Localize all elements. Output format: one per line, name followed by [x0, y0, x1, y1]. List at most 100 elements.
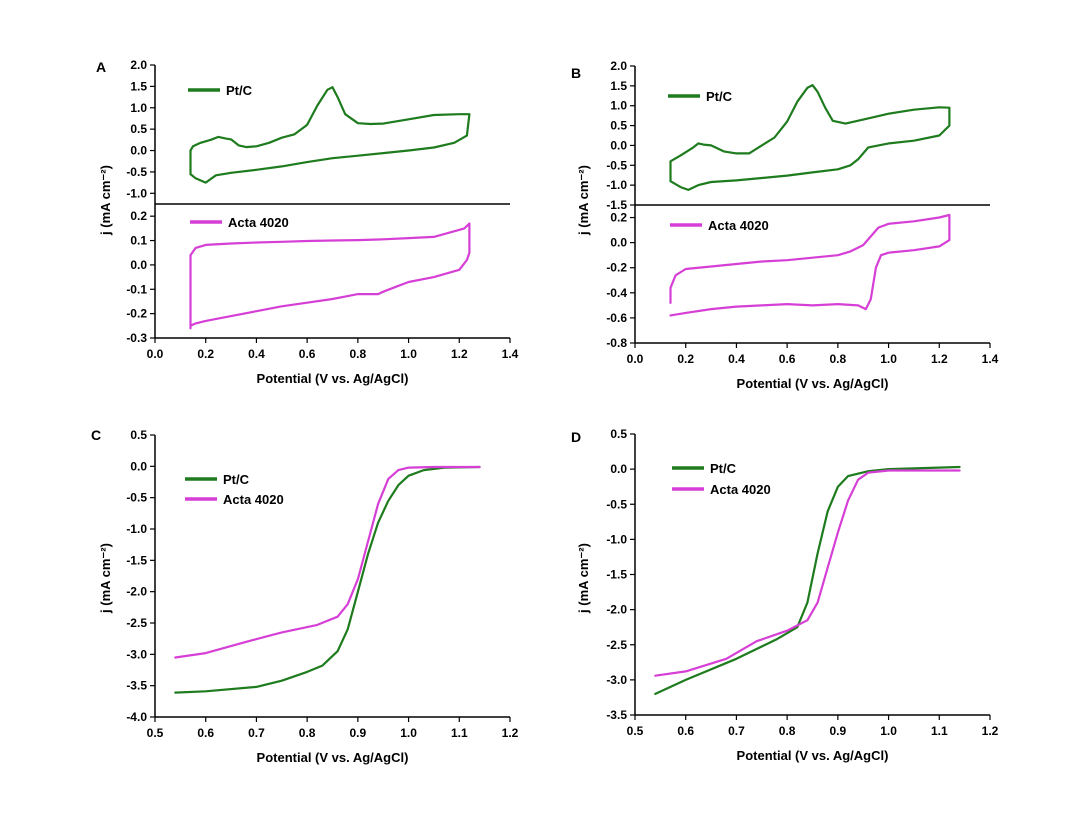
legend-label: Acta 4020 [223, 492, 284, 507]
legend-entry: Acta 4020 [670, 218, 769, 233]
x-tick-label: 0.0 [147, 347, 164, 361]
y-tick-label: -1.0 [126, 186, 147, 200]
y-tick-label: -0.1 [126, 282, 147, 296]
y-tick-label: 2.0 [610, 59, 627, 73]
series-line-acta-4020 [174, 465, 481, 659]
y-tick-label: -0.5 [606, 497, 627, 511]
legend-entry: Pt/C [188, 83, 253, 98]
x-tick-label: 1.1 [931, 724, 948, 738]
chart-panel-d: D -3.5 -3.0 -2.5 -2.0 -1.5 -1.0 -0.5 0.0 0.5 0.5 0.… [571, 427, 999, 763]
x-tick-label: 0.8 [830, 352, 847, 366]
series-line-pt-c [189, 86, 471, 184]
y-axis-label: j (mA cm⁻²) [98, 165, 113, 236]
x-tick-label: 0.8 [350, 347, 367, 361]
x-tick-label: 0.2 [197, 347, 214, 361]
y-tick-label: 0.0 [610, 236, 627, 250]
x-tick-label: 0.6 [779, 352, 796, 366]
x-tick-label: 0.6 [197, 726, 214, 740]
x-tick-label: 0.5 [147, 726, 164, 740]
y-tick-label: 0.5 [610, 119, 627, 133]
y-tick-label: -0.5 [126, 491, 147, 505]
y-axis-label: j (mA cm⁻²) [98, 543, 113, 614]
x-tick-label: 0.8 [299, 726, 316, 740]
y-tick-label: -3.0 [606, 673, 627, 687]
x-axis-label: Potential (V vs. Ag/AgCl) [257, 371, 409, 386]
y-tick-label: 0.0 [130, 459, 147, 473]
chart-panel-b: B -1.5 -1.0 -0.5 0.0 0.5 1.0 1.5 2.0 -0.8 -0.6 -0.4… [571, 59, 999, 391]
legend-entry: Pt/C [185, 472, 250, 487]
legend-label: Acta 4020 [710, 482, 771, 497]
panel-label: C [91, 427, 101, 443]
y-tick-label: 0.2 [610, 211, 627, 225]
y-tick-label: -1.0 [606, 178, 627, 192]
y-tick-label: 1.5 [610, 79, 627, 93]
chart-panel-c: C -4.0 -3.5 -3.0 -2.5 -2.0 -1.5 -1.0 -0.5 0.0 0.5 0… [91, 427, 519, 765]
x-tick-label: 0.6 [299, 347, 316, 361]
y-axis-label: j (mA cm⁻²) [576, 543, 591, 614]
legend-label: Pt/C [710, 461, 737, 476]
y-tick-label: -0.2 [606, 261, 627, 275]
x-tick-label: 1.2 [502, 726, 519, 740]
y-tick-label: -1.5 [606, 198, 627, 212]
y-tick-label: -0.5 [126, 165, 147, 179]
y-tick-label: 0.5 [610, 427, 627, 441]
series-line-acta-4020 [669, 213, 951, 317]
x-axis-label: Potential (V vs. Ag/AgCl) [737, 748, 889, 763]
series-line-pt-c [654, 465, 961, 695]
x-tick-label: 1.0 [400, 726, 417, 740]
x-tick-label: 0.7 [728, 724, 745, 738]
y-tick-label: -2.5 [126, 616, 147, 630]
y-tick-label: 0.0 [610, 138, 627, 152]
y-tick-label: -3.0 [126, 647, 147, 661]
series-line-acta-4020 [189, 222, 471, 330]
legend-label: Acta 4020 [708, 218, 769, 233]
legend-label: Pt/C [226, 83, 253, 98]
legend-entry: Pt/C [668, 89, 733, 104]
y-tick-label: 0.0 [610, 462, 627, 476]
series-line-pt-c [174, 465, 481, 694]
y-tick-label: 0.0 [130, 258, 147, 272]
y-axis-label: j (mA cm⁻²) [576, 165, 591, 236]
x-tick-label: 0.4 [248, 347, 265, 361]
y-tick-label: 0.5 [130, 122, 147, 136]
x-tick-label: 1.0 [400, 347, 417, 361]
y-tick-label: -0.3 [126, 331, 147, 345]
x-axis-label: Potential (V vs. Ag/AgCl) [257, 750, 409, 765]
legend-label: Acta 4020 [228, 215, 289, 230]
x-tick-label: 1.2 [451, 347, 468, 361]
x-tick-label: 0.5 [627, 724, 644, 738]
y-tick-label: 0.1 [130, 234, 147, 248]
y-tick-label: -2.5 [606, 638, 627, 652]
y-tick-label: -0.4 [606, 286, 627, 300]
y-tick-label: -0.6 [606, 311, 627, 325]
y-tick-label: -1.5 [126, 553, 147, 567]
y-tick-label: -3.5 [126, 679, 147, 693]
panel-label: D [571, 429, 581, 445]
panel-label: A [96, 59, 106, 75]
y-tick-label: -3.5 [606, 708, 627, 722]
y-tick-label: -4.0 [126, 710, 147, 724]
x-tick-label: 1.0 [880, 724, 897, 738]
x-tick-label: 1.1 [451, 726, 468, 740]
x-tick-label: 0.9 [350, 726, 367, 740]
panel-label: B [571, 65, 581, 81]
y-tick-label: -0.8 [606, 336, 627, 350]
legend-entry: Acta 4020 [185, 492, 284, 507]
legend-entry: Acta 4020 [190, 215, 289, 230]
legend-entry: Pt/C [672, 461, 737, 476]
legend-label: Pt/C [223, 472, 250, 487]
y-tick-label: 1.5 [130, 79, 147, 93]
x-axis-label: Potential (V vs. Ag/AgCl) [737, 376, 889, 391]
x-tick-label: 0.6 [677, 724, 694, 738]
series-line-pt-c [669, 84, 951, 191]
x-tick-label: 0.9 [830, 724, 847, 738]
x-tick-label: 1.0 [880, 352, 897, 366]
x-tick-label: 1.2 [982, 724, 999, 738]
y-tick-label: 1.0 [130, 101, 147, 115]
y-tick-label: -0.5 [606, 158, 627, 172]
y-tick-label: -0.2 [126, 307, 147, 321]
chart-panel-a: A -1.0 -0.5 0.0 0.5 1.0 1.5 2.0 -0.3 -0.2 -0.1 0.0 0… [96, 58, 519, 386]
y-tick-label: -1.0 [606, 532, 627, 546]
x-tick-label: 1.2 [931, 352, 948, 366]
